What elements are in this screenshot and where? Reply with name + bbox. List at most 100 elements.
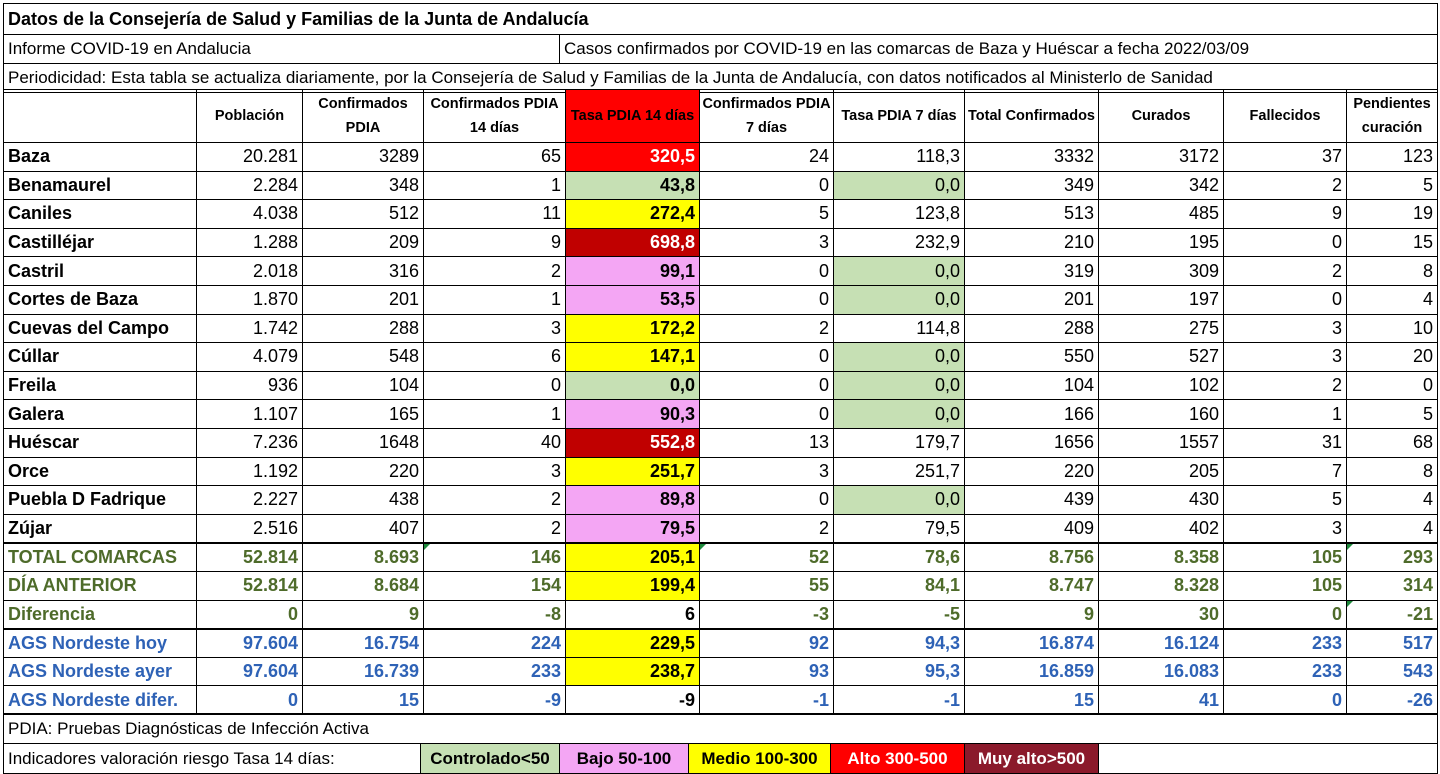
cell-confirmados-pdia[interactable]: 9 xyxy=(302,599,424,630)
cell-poblacion[interactable]: 4.038 xyxy=(196,199,303,229)
cell-curados[interactable]: 197 xyxy=(1098,284,1224,315)
cell-pendientes[interactable]: 4 xyxy=(1346,485,1438,515)
cell-poblacion[interactable]: 0 xyxy=(196,685,303,715)
cell-confirmados-pdia[interactable]: 15 xyxy=(302,685,424,715)
cell-total-confirmados[interactable]: 16.859 xyxy=(964,656,1099,687)
cell-tasa-7[interactable]: 78,6 xyxy=(833,541,965,572)
cell-fallecidos[interactable]: 233 xyxy=(1223,656,1347,687)
cell-confirmados-14[interactable]: 233 xyxy=(423,656,566,687)
cell-curados[interactable]: 342 xyxy=(1098,170,1224,201)
cell-tasa-7[interactable]: 84,1 xyxy=(833,570,965,601)
cell-tasa-7[interactable]: -1 xyxy=(833,685,965,715)
cell-tasa-14[interactable]: 229,5 xyxy=(565,627,700,658)
indicators-label[interactable]: Indicadores valoración riesgo Tasa 14 dí… xyxy=(3,743,421,774)
cell-confirmados-7[interactable]: 24 xyxy=(699,142,834,172)
row-name[interactable]: TOTAL COMARCAS xyxy=(3,541,197,572)
cell-confirmados-7[interactable]: 13 xyxy=(699,427,834,458)
cell-confirmados-7[interactable]: 52 xyxy=(699,541,834,572)
cell-tasa-14[interactable]: 272,4 xyxy=(565,199,700,229)
row-name[interactable]: Freila xyxy=(3,370,197,401)
cell-confirmados-7[interactable]: -1 xyxy=(699,685,834,715)
cell-confirmados-14[interactable]: 3 xyxy=(423,456,566,487)
cell-confirmados-7[interactable]: 0 xyxy=(699,485,834,515)
row-name[interactable]: AGS Nordeste difer. xyxy=(3,685,197,715)
cell-fallecidos[interactable]: 0 xyxy=(1223,227,1347,258)
cell-curados[interactable]: 41 xyxy=(1098,685,1224,715)
cell-tasa-7[interactable]: 0,0 xyxy=(833,342,965,372)
cell-confirmados-7[interactable]: 5 xyxy=(699,199,834,229)
cell-poblacion[interactable]: 1.742 xyxy=(196,313,303,344)
cell-tasa-7[interactable]: 95,3 xyxy=(833,656,965,687)
cell-curados[interactable]: 16.083 xyxy=(1098,656,1224,687)
cell-curados[interactable]: 205 xyxy=(1098,456,1224,487)
cell-tasa-7[interactable]: 0,0 xyxy=(833,256,965,286)
row-name[interactable]: Zújar xyxy=(3,513,197,544)
row-name[interactable]: Huéscar xyxy=(3,427,197,458)
column-header-confirmados-7[interactable]: Confirmados PDIA 7 días xyxy=(699,89,834,143)
legend-bajo[interactable]: Bajo 50-100 xyxy=(559,743,689,774)
row-name[interactable]: Benamaurel xyxy=(3,170,197,201)
cell-confirmados-pdia[interactable]: 316 xyxy=(302,256,424,286)
report-label[interactable]: Informe COVID-19 en Andalucia xyxy=(3,34,560,64)
cell-pendientes[interactable]: 314 xyxy=(1346,570,1438,601)
cell-pendientes[interactable]: 68 xyxy=(1346,427,1438,458)
cell-confirmados-14[interactable]: 1 xyxy=(423,170,566,201)
cell-confirmados-pdia[interactable]: 165 xyxy=(302,399,424,429)
cell-fallecidos[interactable]: 3 xyxy=(1223,313,1347,344)
cell-total-confirmados[interactable]: 8.756 xyxy=(964,541,1099,572)
cell-confirmados-7[interactable]: 3 xyxy=(699,456,834,487)
cell-tasa-7[interactable]: 0,0 xyxy=(833,399,965,429)
cell-curados[interactable]: 160 xyxy=(1098,399,1224,429)
row-name[interactable]: Baza xyxy=(3,142,197,172)
cell-total-confirmados[interactable]: 319 xyxy=(964,256,1099,286)
cell-curados[interactable]: 1557 xyxy=(1098,427,1224,458)
legend-controlado[interactable]: Controlado<50 xyxy=(420,743,560,774)
cell-confirmados-7[interactable]: 55 xyxy=(699,570,834,601)
cell-confirmados-pdia[interactable]: 8.693 xyxy=(302,541,424,572)
cell-total-confirmados[interactable]: 16.874 xyxy=(964,627,1099,658)
cell-confirmados-7[interactable]: 0 xyxy=(699,370,834,401)
cell-fallecidos[interactable]: 233 xyxy=(1223,627,1347,658)
cell-pendientes[interactable]: 5 xyxy=(1346,399,1438,429)
cell-fallecidos[interactable]: 5 xyxy=(1223,485,1347,515)
row-name[interactable]: AGS Nordeste ayer xyxy=(3,656,197,687)
cell-poblacion[interactable]: 97.604 xyxy=(196,627,303,658)
cell-tasa-7[interactable]: 118,3 xyxy=(833,142,965,172)
cell-fallecidos[interactable]: 2 xyxy=(1223,370,1347,401)
cell-pendientes[interactable]: 19 xyxy=(1346,199,1438,229)
cell-confirmados-pdia[interactable]: 16.739 xyxy=(302,656,424,687)
cell-fallecidos[interactable]: 0 xyxy=(1223,284,1347,315)
row-name[interactable]: Diferencia xyxy=(3,599,197,630)
row-name[interactable]: Castril xyxy=(3,256,197,286)
row-name[interactable]: Cuevas del Campo xyxy=(3,313,197,344)
cell-total-confirmados[interactable]: 3332 xyxy=(964,142,1099,172)
cell-confirmados-14[interactable]: 9 xyxy=(423,227,566,258)
column-header-confirmados-14[interactable]: Confirmados PDIA 14 días xyxy=(423,89,566,143)
column-header-tasa-14[interactable]: Tasa PDIA 14 días xyxy=(565,89,700,143)
cell-confirmados-7[interactable]: 92 xyxy=(699,627,834,658)
cell-total-confirmados[interactable]: 409 xyxy=(964,513,1099,544)
cell-pendientes[interactable]: 4 xyxy=(1346,284,1438,315)
cell-confirmados-7[interactable]: 0 xyxy=(699,256,834,286)
cell-confirmados-7[interactable]: 0 xyxy=(699,342,834,372)
cell-tasa-7[interactable]: 251,7 xyxy=(833,456,965,487)
column-header-tasa-7[interactable]: Tasa PDIA 7 días xyxy=(833,89,965,143)
cell-confirmados-14[interactable]: 11 xyxy=(423,199,566,229)
cell-fallecidos[interactable]: 3 xyxy=(1223,342,1347,372)
cell-confirmados-14[interactable]: 1 xyxy=(423,399,566,429)
row-name[interactable]: Galera xyxy=(3,399,197,429)
cell-fallecidos[interactable]: 37 xyxy=(1223,142,1347,172)
cell-confirmados-7[interactable]: -3 xyxy=(699,599,834,630)
cell-total-confirmados[interactable]: 550 xyxy=(964,342,1099,372)
cell-confirmados-14[interactable]: 65 xyxy=(423,142,566,172)
cell-tasa-14[interactable]: -9 xyxy=(565,685,700,715)
cell-confirmados-pdia[interactable]: 1648 xyxy=(302,427,424,458)
cell-total-confirmados[interactable]: 166 xyxy=(964,399,1099,429)
cell-curados[interactable]: 3172 xyxy=(1098,142,1224,172)
cell-poblacion[interactable]: 1.192 xyxy=(196,456,303,487)
cell-fallecidos[interactable]: 31 xyxy=(1223,427,1347,458)
cell-pendientes[interactable]: 0 xyxy=(1346,370,1438,401)
cell-tasa-7[interactable]: -5 xyxy=(833,599,965,630)
row-name[interactable]: AGS Nordeste hoy xyxy=(3,627,197,658)
cell-total-confirmados[interactable]: 220 xyxy=(964,456,1099,487)
